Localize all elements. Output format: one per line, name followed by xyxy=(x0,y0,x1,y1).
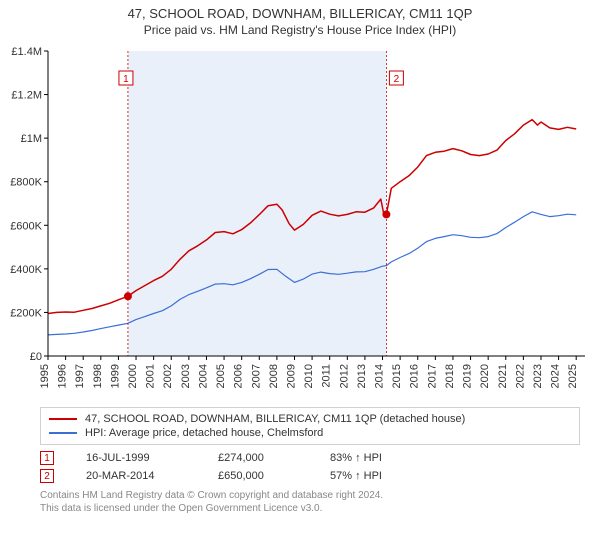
svg-text:2022: 2022 xyxy=(514,364,526,388)
transaction-date: 16-JUL-1999 xyxy=(86,452,186,464)
svg-text:2011: 2011 xyxy=(321,364,333,388)
transaction-hpi: 83% ↑ HPI xyxy=(330,452,410,464)
svg-text:1: 1 xyxy=(123,74,129,85)
transaction-date: 20-MAR-2014 xyxy=(86,470,186,482)
svg-text:1997: 1997 xyxy=(74,364,86,388)
svg-text:2009: 2009 xyxy=(285,364,297,388)
svg-text:2018: 2018 xyxy=(444,364,456,388)
svg-text:£800K: £800K xyxy=(10,177,42,189)
chart-area: £0 £200K £400K £600K £800K £1M £1.2M £1.4M 1995 1… xyxy=(0,41,600,401)
svg-text:2024: 2024 xyxy=(550,364,562,388)
svg-text:1995: 1995 xyxy=(39,364,51,388)
svg-text:2005: 2005 xyxy=(215,364,227,388)
transaction-hpi: 57% ↑ HPI xyxy=(330,470,410,482)
svg-text:£0: £0 xyxy=(30,351,42,363)
transaction-price: £650,000 xyxy=(218,470,298,482)
legend-label: HPI: Average price, detached house, Chel… xyxy=(85,427,323,439)
svg-text:2006: 2006 xyxy=(233,364,245,388)
transaction-price: £274,000 xyxy=(218,452,298,464)
svg-text:£200K: £200K xyxy=(10,307,42,319)
footer-line-2: This data is licensed under the Open Gov… xyxy=(40,502,580,515)
line-chart: £0 £200K £400K £600K £800K £1M £1.2M £1.4M 1995 1… xyxy=(0,41,600,401)
svg-text:£600K: £600K xyxy=(10,220,42,232)
svg-text:£1.2M: £1.2M xyxy=(11,90,42,102)
transaction-row: 1 16-JUL-1999 £274,000 83% ↑ HPI xyxy=(40,449,580,467)
svg-text:2010: 2010 xyxy=(303,364,315,388)
svg-text:2021: 2021 xyxy=(497,364,509,388)
svg-text:1996: 1996 xyxy=(57,364,69,388)
svg-text:2015: 2015 xyxy=(391,364,403,388)
svg-text:2014: 2014 xyxy=(374,364,386,388)
footer-line-1: Contains HM Land Registry data © Crown c… xyxy=(40,489,580,502)
svg-text:2017: 2017 xyxy=(426,364,438,388)
legend: 47, SCHOOL ROAD, DOWNHAM, BILLERICAY, CM… xyxy=(40,407,580,445)
svg-text:2: 2 xyxy=(394,74,400,85)
svg-text:£400K: £400K xyxy=(10,264,42,276)
page-subtitle: Price paid vs. HM Land Registry's House … xyxy=(0,21,600,41)
svg-text:£1.4M: £1.4M xyxy=(11,46,42,58)
legend-label: 47, SCHOOL ROAD, DOWNHAM, BILLERICAY, CM… xyxy=(85,413,465,425)
svg-text:2019: 2019 xyxy=(462,364,474,388)
legend-swatch xyxy=(49,432,77,434)
svg-text:2003: 2003 xyxy=(180,364,192,388)
svg-text:2001: 2001 xyxy=(145,364,157,388)
svg-text:£1M: £1M xyxy=(21,133,42,145)
svg-text:2020: 2020 xyxy=(479,364,491,388)
transaction-marker: 2 xyxy=(40,469,54,483)
svg-text:2000: 2000 xyxy=(127,364,139,388)
legend-item: HPI: Average price, detached house, Chel… xyxy=(49,426,571,440)
page-title: 47, SCHOOL ROAD, DOWNHAM, BILLERICAY, CM… xyxy=(0,0,600,21)
transactions-table: 1 16-JUL-1999 £274,000 83% ↑ HPI 2 20-MAR-201… xyxy=(40,449,580,485)
svg-text:2013: 2013 xyxy=(356,364,368,388)
svg-text:2008: 2008 xyxy=(268,364,280,388)
legend-item: 47, SCHOOL ROAD, DOWNHAM, BILLERICAY, CM… xyxy=(49,412,571,426)
legend-swatch xyxy=(49,418,77,420)
svg-text:2016: 2016 xyxy=(409,364,421,388)
svg-text:1999: 1999 xyxy=(109,364,121,388)
svg-text:2025: 2025 xyxy=(567,364,579,388)
svg-text:2023: 2023 xyxy=(532,364,544,388)
svg-text:2004: 2004 xyxy=(197,364,209,388)
svg-text:2012: 2012 xyxy=(338,364,350,388)
transaction-row: 2 20-MAR-2014 £650,000 57% ↑ HPI xyxy=(40,467,580,485)
footer-attribution: Contains HM Land Registry data © Crown c… xyxy=(40,489,580,515)
svg-text:2002: 2002 xyxy=(162,364,174,388)
svg-text:2007: 2007 xyxy=(250,364,262,388)
transaction-marker: 1 xyxy=(40,451,54,465)
svg-text:1998: 1998 xyxy=(92,364,104,388)
